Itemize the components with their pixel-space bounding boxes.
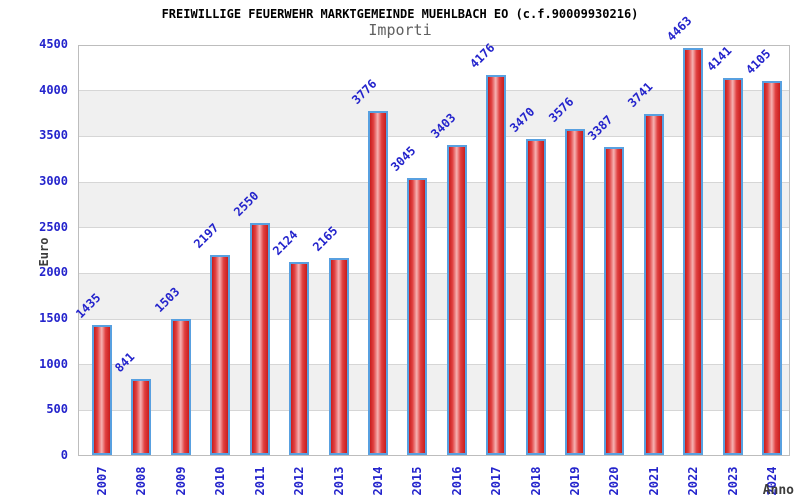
y-tick-label: 2500 [39,219,68,234]
bar [170,318,191,455]
plot-band [78,227,790,274]
plot-band [78,90,790,137]
gridline [78,318,790,320]
gridline [78,227,790,229]
x-tick-label: 2012 [292,466,307,496]
x-tick-label: 2016 [449,466,464,496]
y-tick-label: 1500 [39,311,68,325]
bar [407,177,428,455]
plot-band [78,364,790,411]
x-tick-label: 2009 [173,466,188,496]
bar [92,324,112,455]
y-tick-label: 1000 [39,356,68,371]
bar [446,145,467,455]
bar [565,129,586,455]
y-tick-label: 0 [60,448,68,462]
y-tick-label: 2000 [39,265,68,280]
bar [604,146,625,455]
x-tick-label: 2018 [528,466,543,496]
x-tick-label: 2007 [95,466,109,496]
y-tick-label: 4500 [39,37,68,51]
gridline [78,181,790,183]
x-tick-label: 2021 [646,466,661,496]
x-tick-label: 2008 [134,466,149,496]
x-tick-label: 2014 [370,466,385,496]
bar [328,258,349,455]
bar [643,114,664,455]
gridline [78,90,790,92]
bar [486,74,507,455]
gridline [78,409,790,411]
x-tick-label: 2010 [213,466,228,496]
bar [525,139,546,455]
bar [762,81,783,455]
bar-value-label: 4463 [664,14,695,45]
gridline [78,364,790,366]
plot-band [78,273,790,319]
y-tick-label: 3500 [39,128,68,143]
plot-band [78,182,790,228]
bar [683,48,704,455]
bar [210,255,231,455]
bar [289,262,310,455]
x-tick-label: 2019 [568,466,583,496]
x-tick-label: 2013 [331,466,346,496]
x-tick-label: 2011 [252,466,267,496]
y-tick-label: 4000 [39,82,68,97]
x-axis-title: Anno [762,483,794,498]
y-tick-label: 3000 [39,174,68,188]
bar [249,223,270,455]
bar [722,77,743,455]
x-tick-label: 2020 [607,466,622,496]
x-tick-label: 2017 [489,466,504,496]
y-tick-label: 500 [46,402,68,417]
gridline [78,272,790,274]
x-tick-label: 2015 [410,466,425,496]
bar [367,111,388,455]
gridline [78,135,790,137]
plot-band [78,410,790,456]
chart-subtitle: Importi [368,21,432,39]
bar [131,379,152,455]
plot-band [78,319,790,365]
plot-band [78,45,790,91]
plot-band [78,136,790,182]
x-tick-label: 2022 [686,466,701,496]
x-tick-label: 2023 [725,466,740,496]
chart-title: FREIWILLIGE FEUERWEHR MARKTGEMEINDE MUEH… [161,7,639,21]
